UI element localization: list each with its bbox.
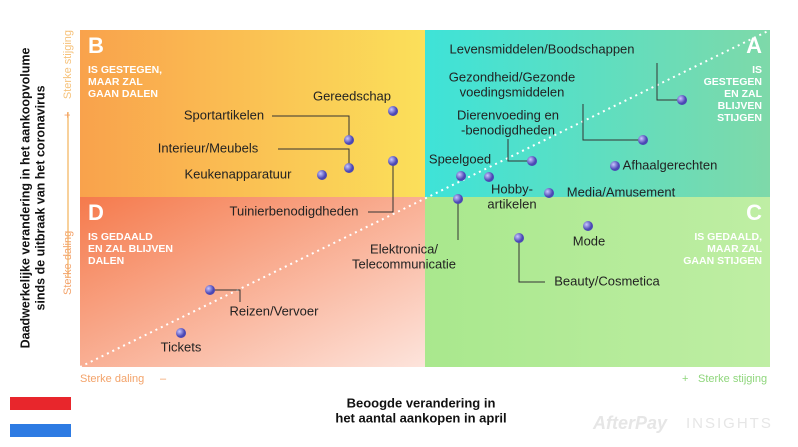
- data-point: [205, 285, 215, 295]
- quadrant-text: GESTEGEN: [704, 76, 762, 88]
- data-point: [388, 106, 398, 116]
- x-axis-low: Sterke daling: [80, 373, 144, 385]
- data-point: [484, 172, 494, 182]
- quadrant: [425, 197, 770, 367]
- leader-line: [210, 289, 241, 302]
- point-label: Media/Amusement: [567, 184, 676, 199]
- point-label: voedingsmiddelen: [460, 84, 565, 99]
- x-axis-title: Beoogde verandering in: [347, 395, 496, 410]
- quadrant-letter: B: [88, 33, 104, 58]
- data-point: [176, 328, 186, 338]
- leader-line: [582, 104, 643, 141]
- y-axis-low: Sterke daling: [62, 231, 74, 295]
- quadrant-text: EN ZAL BLIJVEN: [88, 243, 173, 255]
- point-label: Gereedschap: [313, 88, 391, 103]
- leader-line: [278, 148, 350, 168]
- point-label: Gezondheid/Gezonde: [449, 69, 575, 84]
- quadrant: [80, 30, 425, 197]
- data-point: [388, 156, 398, 166]
- quadrant-text: DALEN: [88, 255, 124, 267]
- quadrant-text: IS GESTEGEN,: [88, 64, 162, 76]
- y-axis-title: Daadwerkelijke verandering in het aankoo…: [18, 48, 32, 349]
- data-point: [583, 221, 593, 231]
- diagonal: [79, 29, 771, 368]
- point-label: Levensmiddelen/Boodschappen: [449, 41, 634, 56]
- data-point: [317, 170, 327, 180]
- y-axis-high: Sterke stijging: [62, 30, 74, 99]
- quadrant-text: STIJGEN: [717, 112, 762, 124]
- x-axis-minus: –: [160, 373, 167, 385]
- quadrant-text: GAAN STIJGEN: [683, 255, 762, 267]
- leader-line: [368, 161, 394, 213]
- point-label: Keukenapparatuur: [185, 166, 293, 181]
- data-point: [344, 135, 354, 145]
- quadrant-letter: C: [746, 200, 762, 225]
- quadrant-text: MAAR ZAL: [707, 243, 762, 255]
- point-label: Dierenvoeding en: [457, 107, 559, 122]
- quadrant-text: MAAR ZAL: [88, 76, 143, 88]
- logo-brand: AfterPay: [592, 413, 668, 433]
- data-point: [514, 233, 524, 243]
- quadrant-text: IS GEDAALD,: [694, 231, 762, 243]
- data-point: [453, 194, 463, 204]
- point-label: Hobby-: [491, 181, 533, 196]
- data-point: [610, 161, 620, 171]
- quadrant-text: EN ZAL: [724, 88, 763, 100]
- x-axis-title: het aantal aankopen in april: [335, 410, 506, 425]
- flag-blue: [10, 424, 71, 437]
- y-axis-minus: -: [62, 281, 74, 285]
- point-label: Reizen/Vervoer: [230, 303, 320, 318]
- data-point: [677, 95, 687, 105]
- y-axis-plus: +: [62, 112, 74, 118]
- leader-line: [272, 115, 350, 140]
- x-axis-high: Sterke stijging: [698, 373, 767, 385]
- point-label: Telecommunicatie: [352, 256, 456, 271]
- y-axis-title: sinds de uitbraak van het coronavirus: [33, 85, 47, 310]
- quadrant-letter: D: [88, 200, 104, 225]
- point-label: -benodigdheden: [461, 122, 555, 137]
- data-point: [527, 156, 537, 166]
- data-point: [344, 163, 354, 173]
- point-label: Tickets: [161, 339, 202, 354]
- point-label: Elektronica/: [370, 241, 438, 256]
- logo-suffix: INSIGHTS: [686, 415, 773, 432]
- data-point: [456, 171, 466, 181]
- point-label: Afhaalgerechten: [623, 157, 718, 172]
- point-label: Interieur/Meubels: [158, 140, 259, 155]
- point-label: artikelen: [487, 196, 536, 211]
- quadrant-text: IS GEDAALD: [88, 231, 153, 243]
- data-point: [544, 188, 554, 198]
- quadrant-text: GAAN DALEN: [88, 88, 158, 100]
- point-label: Sportartikelen: [184, 107, 264, 122]
- point-label: Beauty/Cosmetica: [554, 273, 660, 288]
- quadrant-letter: A: [746, 33, 762, 58]
- leader-line: [656, 63, 682, 101]
- data-point: [638, 135, 648, 145]
- point-label: Speelgoed: [429, 151, 491, 166]
- x-axis-plus: +: [682, 373, 688, 385]
- point-label: Tuinierbenodigdheden: [230, 203, 359, 218]
- point-label: Mode: [573, 233, 606, 248]
- quadrant-text: IS: [752, 64, 762, 76]
- leader-line: [518, 238, 545, 283]
- flag-red: [10, 397, 71, 410]
- y-axis-text: Sterke stijging + -Sterke daling Daadwerkel…: [18, 30, 74, 348]
- quadrant-text: BLIJVEN: [718, 100, 762, 112]
- leader-line: [507, 139, 532, 162]
